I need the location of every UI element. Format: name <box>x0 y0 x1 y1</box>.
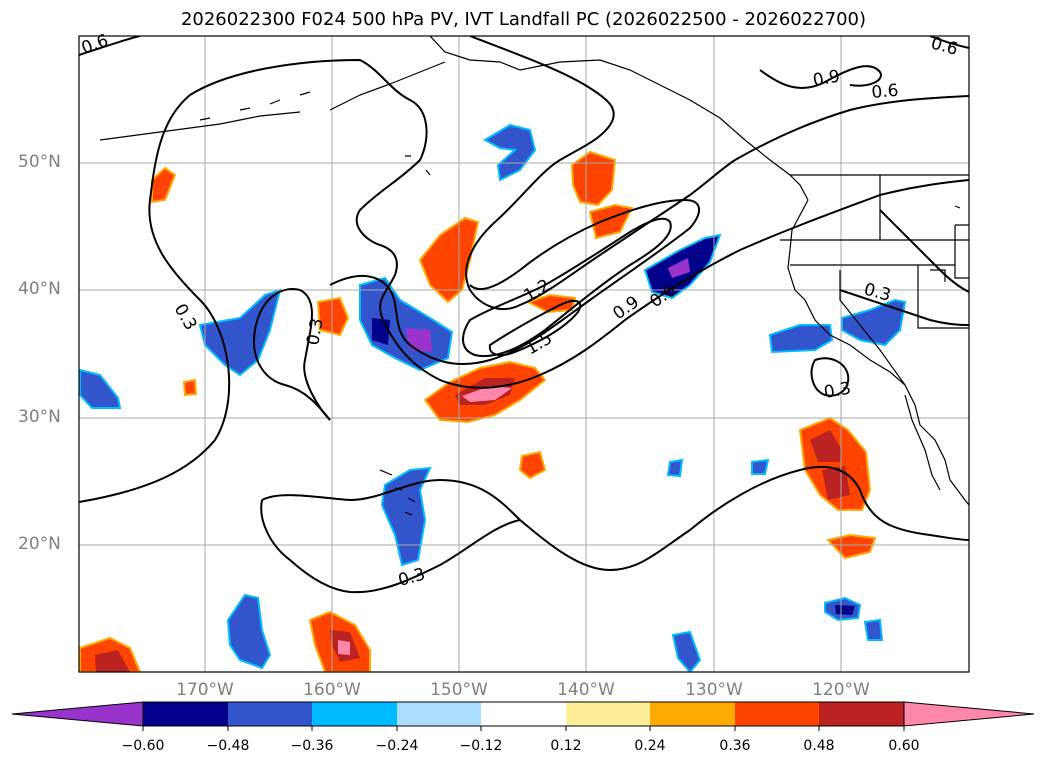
colorbar-swatch <box>397 702 481 726</box>
colorbar-label: −0.60 <box>121 738 165 754</box>
contour-label: 1.5 <box>523 328 556 359</box>
pv-positive-blob <box>525 293 577 314</box>
colorbar-swatch <box>566 702 650 726</box>
pv-shading <box>79 123 907 672</box>
pv-negative-blob <box>768 324 834 354</box>
lon-label-150w: 150°W <box>430 680 488 700</box>
colorbar-label: 0.60 <box>888 738 920 754</box>
colorbar <box>11 701 1035 731</box>
contour-label: 0.3 <box>822 379 852 403</box>
lat-label-50n: 50°N <box>18 152 61 172</box>
contour-label: 0.9 <box>811 67 841 91</box>
colorbar-label: 0.36 <box>719 738 751 754</box>
pv-negative-blob <box>841 298 907 347</box>
contour-label: 0.3 <box>303 317 327 347</box>
contour-label: 0.3 <box>170 301 201 334</box>
colorbar-label: 0.12 <box>550 738 582 754</box>
lon-label-140w: 140°W <box>557 680 615 700</box>
pv-positive-core <box>95 650 130 672</box>
pv-negative-blob <box>671 630 702 672</box>
coastlines <box>99 36 969 516</box>
pv-contours <box>79 36 969 594</box>
contour-label: 0.6 <box>79 31 111 59</box>
colorbar-extend-right <box>903 701 1035 727</box>
pv-positive-blob <box>418 216 480 304</box>
pv-negative-blob <box>226 593 272 670</box>
colorbar-label: 0.24 <box>634 738 666 754</box>
pv-positive-blob <box>518 450 547 480</box>
colorbar-swatch <box>650 702 735 726</box>
pv-negative-blob <box>79 368 122 409</box>
lon-label-170w: 170°W <box>176 680 234 700</box>
pv-positive-blob <box>151 166 177 204</box>
pv-negative-blob <box>482 123 537 182</box>
contour-label: 0.6 <box>929 34 960 60</box>
colorbar-swatch <box>481 702 566 726</box>
lon-label-120w: 120°W <box>812 680 870 700</box>
colorbar-label: 0.48 <box>803 738 835 754</box>
lon-label-130w: 130°W <box>685 680 743 700</box>
pv-positive-core <box>462 386 512 402</box>
pv-positive-core <box>338 640 350 655</box>
map-title: 2026022300 F024 500 hPa PV, IVT Landfall… <box>180 9 867 30</box>
map-frame <box>78 35 970 673</box>
lat-label-30n: 30°N <box>18 407 61 427</box>
colorbar-frame <box>142 701 905 727</box>
pv-positive-core <box>810 430 842 462</box>
pv-positive-core <box>822 466 850 500</box>
colorbar-swatch <box>735 702 819 726</box>
colorbar-swatch <box>228 702 312 726</box>
contour-label: 0.3 <box>396 565 427 591</box>
colorbar-swatch <box>143 702 228 726</box>
lat-label-20n: 20°N <box>18 534 61 554</box>
lat-label-40n: 40°N <box>18 279 61 299</box>
pv-negative-core <box>668 258 690 278</box>
pv-negative-blob <box>666 458 684 478</box>
pv-positive-blob <box>316 296 350 337</box>
colorbar-extend-left <box>11 701 144 727</box>
pv-negative-blob <box>380 466 432 567</box>
colorbar-swatch <box>312 702 397 726</box>
pv-negative-core <box>835 605 855 615</box>
colorbar-label: −0.24 <box>375 738 419 754</box>
colorbar-label: −0.12 <box>459 738 503 754</box>
colorbar-label: −0.36 <box>290 738 334 754</box>
colorbar-label: −0.48 <box>206 738 250 754</box>
contour-label: 0.6 <box>871 81 900 103</box>
pv-positive-blob <box>182 378 198 397</box>
pv-positive-blob <box>588 203 634 240</box>
contour-label: 0.3 <box>862 280 893 306</box>
pv-negative-blob <box>751 458 770 475</box>
pv-negative-blob <box>198 288 282 377</box>
contour-label: 0.9 <box>609 292 643 324</box>
colorbar-swatch <box>819 702 904 726</box>
lon-label-160w: 160°W <box>303 680 361 700</box>
pv-positive-blob <box>826 533 877 560</box>
pv-negative-blob <box>863 618 884 641</box>
pv-positive-blob <box>570 150 617 207</box>
